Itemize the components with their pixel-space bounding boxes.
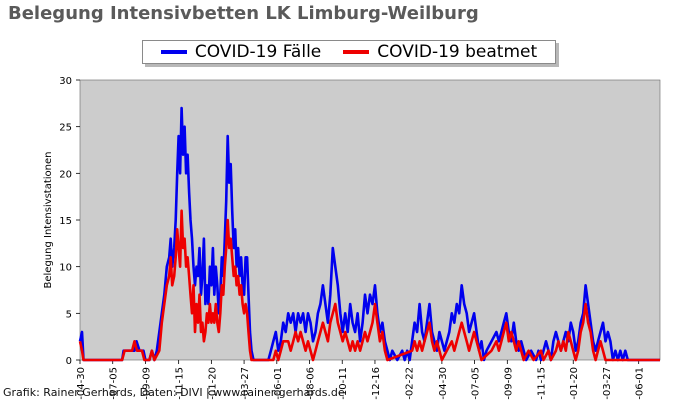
x-tick-label-9: -12-16 bbox=[371, 367, 382, 400]
x-tick-label-15: -01-20 bbox=[569, 367, 580, 400]
chart-title: Belegung Intensivbetten LK Limburg-Weilb… bbox=[8, 3, 479, 24]
y-tick-label-15: 15 bbox=[59, 216, 72, 227]
x-tick-label-17: -06-01 bbox=[635, 367, 646, 400]
x-tick-label-12: -07-05 bbox=[471, 367, 482, 400]
x-tick-label-10: -02-22 bbox=[405, 367, 416, 400]
x-tick-label-13: -09-09 bbox=[503, 367, 514, 400]
y-tick-label-0: 0 bbox=[66, 356, 72, 367]
y-tick-label-5: 5 bbox=[66, 309, 72, 320]
x-tick-label-0: -04-30 bbox=[76, 367, 87, 400]
y-tick-label-30: 30 bbox=[59, 76, 72, 87]
x-tick-label-8: -10-11 bbox=[338, 367, 349, 400]
x-tick-label-7: -08-06 bbox=[306, 367, 317, 400]
credit-text: Grafik: Rainer Gerhards, Daten: DIVI | w… bbox=[3, 386, 345, 399]
x-tick-label-6: -06-01 bbox=[273, 367, 284, 400]
x-tick-label-1: -07-05 bbox=[109, 367, 120, 400]
chart-legend: COVID-19 Fälle COVID-19 beatmet bbox=[142, 40, 556, 64]
y-axis-label: Belegung Intensivstationen bbox=[43, 151, 54, 288]
plot-area bbox=[79, 79, 661, 361]
x-tick-label-3: -11-15 bbox=[175, 367, 186, 400]
y-tick-label-20: 20 bbox=[59, 169, 72, 180]
legend-label-cases: COVID-19 Fälle bbox=[194, 42, 322, 62]
x-tick-label-5: -03-27 bbox=[240, 367, 251, 400]
series-line-0 bbox=[78, 106, 660, 362]
x-tick-label-2: -09-09 bbox=[141, 367, 152, 400]
legend-swatch-cases bbox=[160, 50, 187, 54]
y-tick-label-10: 10 bbox=[59, 263, 72, 274]
x-tick-label-16: -03-27 bbox=[602, 367, 613, 400]
legend-item-ventilated: COVID-19 beatmet bbox=[343, 42, 537, 62]
legend-swatch-ventilated bbox=[343, 50, 370, 54]
series-line-1 bbox=[78, 209, 660, 362]
legend-label-ventilated: COVID-19 beatmet bbox=[377, 42, 538, 62]
x-tick-label-11: -04-30 bbox=[438, 367, 449, 400]
y-tick-label-25: 25 bbox=[59, 123, 72, 134]
x-tick-label-4: -01-20 bbox=[207, 367, 218, 400]
legend-item-cases: COVID-19 Fälle bbox=[160, 42, 322, 62]
x-tick-label-14: -11-15 bbox=[537, 367, 548, 400]
